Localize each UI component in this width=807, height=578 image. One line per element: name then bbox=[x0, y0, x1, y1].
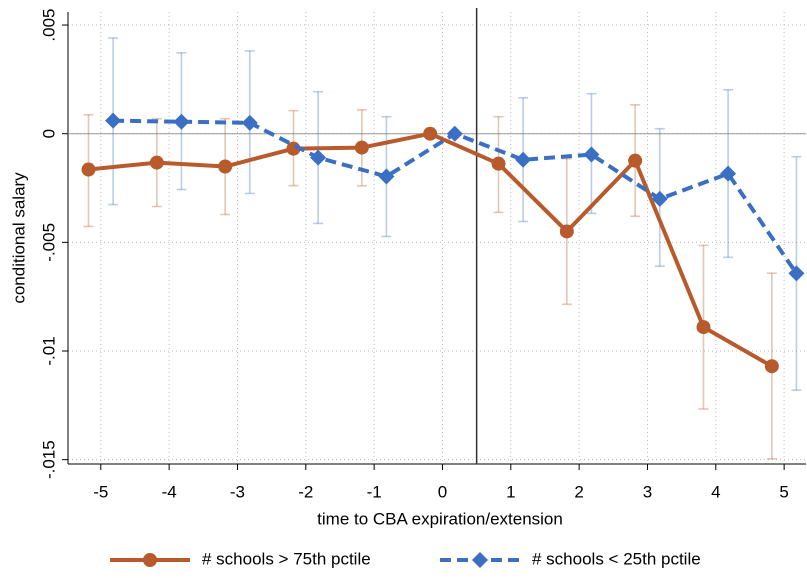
marker bbox=[149, 155, 164, 170]
x-tick-label: 2 bbox=[574, 482, 583, 501]
marker bbox=[788, 265, 805, 282]
x-tick-label: -2 bbox=[298, 482, 313, 501]
y-tick-label: -.01 bbox=[39, 336, 58, 365]
marker bbox=[559, 224, 574, 239]
marker bbox=[583, 146, 600, 163]
legend-marker bbox=[472, 552, 488, 568]
x-tick-label: -3 bbox=[230, 482, 245, 501]
y-tick-label: -.005 bbox=[39, 223, 58, 262]
y-tick-label: -.015 bbox=[39, 440, 58, 479]
marker bbox=[218, 159, 233, 174]
x-tick-label: 5 bbox=[779, 482, 788, 501]
x-tick-label: 1 bbox=[506, 482, 515, 501]
x-tick-label: 0 bbox=[438, 482, 447, 501]
x-tick-label: 3 bbox=[643, 482, 652, 501]
marker bbox=[628, 153, 643, 168]
marker bbox=[173, 113, 190, 130]
marker bbox=[764, 359, 779, 374]
marker bbox=[720, 165, 737, 182]
x-tick-label: -5 bbox=[93, 482, 108, 501]
marker bbox=[354, 140, 369, 155]
marker bbox=[515, 151, 532, 168]
y-tick-label: 0 bbox=[39, 129, 58, 138]
y-axis-title: conditional salary bbox=[9, 172, 28, 304]
marker bbox=[696, 320, 711, 335]
x-tick-label: -4 bbox=[162, 482, 177, 501]
x-axis-title: time to CBA expiration/extension bbox=[317, 509, 563, 528]
marker bbox=[446, 125, 463, 142]
marker bbox=[241, 114, 258, 131]
marker bbox=[310, 149, 327, 166]
marker bbox=[81, 162, 96, 177]
legend-label: # schools > 75th pctile bbox=[202, 549, 371, 568]
x-tick-label: 4 bbox=[711, 482, 720, 501]
legend-label: # schools < 25th pctile bbox=[532, 549, 701, 568]
legend-marker bbox=[143, 553, 157, 567]
marker bbox=[105, 112, 122, 129]
marker bbox=[491, 156, 506, 171]
y-tick-label: .005 bbox=[39, 8, 58, 41]
marker bbox=[378, 168, 395, 185]
series-line bbox=[88, 131, 773, 368]
marker bbox=[651, 190, 668, 207]
x-tick-label: -1 bbox=[367, 482, 382, 501]
marker bbox=[423, 126, 438, 141]
